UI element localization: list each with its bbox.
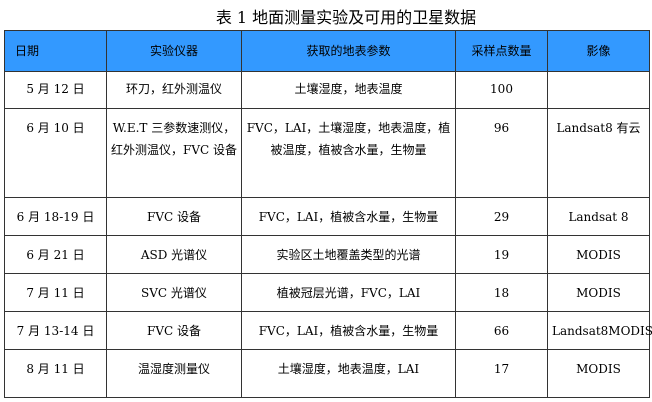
cell-imagery: [547, 71, 650, 109]
data-table: 日期 实验仪器 获取的地表参数 采样点数量 影像 5 月 12 日环刀，红外测温仪 土壤湿…: [4, 30, 652, 398]
cell-parameters: FVC，LAI，植被含水量，生物量: [241, 311, 456, 350]
header-parameters: 获取的地表参数: [241, 30, 456, 72]
cell-date: 6 月 21 日: [4, 235, 107, 274]
cell-parameters: 实验区土地覆盖类型的光谱: [241, 235, 456, 274]
cell-date: 6 月 10 日: [4, 108, 107, 198]
table-row: 8 月 11 日温湿度测量仪 土壤湿度，地表温度，LAI 17 MODIS: [4, 349, 650, 398]
cell-sample-count: 96: [455, 108, 548, 198]
cell-instrument: 环刀，红外测温仪: [106, 71, 242, 109]
table-row: 6 月 10 日 W.E.T 三参数速测仪，红外测温仪，FVC 设备 FVC，LAI…: [4, 108, 650, 198]
cell-parameters: FVC，LAI，土壤湿度，地表温度，植被温度，植被含水量，生物量: [241, 108, 456, 198]
header-date: 日期: [4, 30, 107, 72]
header-row: 日期 实验仪器 获取的地表参数 采样点数量 影像: [4, 30, 650, 72]
table-row: 6 月 21 日 ASD 光谱仪 实验区土地覆盖类型的光谱 19 MODIS: [4, 235, 650, 274]
cell-date: 7 月 11 日: [4, 273, 107, 312]
cell-date: 7 月 13-14 日: [4, 311, 107, 350]
table-row: 7 月 13-14 日 FVC 设备 FVC，LAI，植被含水量，生物量 66 Land…: [4, 311, 652, 350]
cell-date: 5 月 12 日: [4, 71, 107, 109]
cell-date: 8 月 11 日: [4, 349, 107, 398]
cell-imagery: Landsat8 有云: [547, 108, 650, 198]
header-instrument: 实验仪器: [106, 30, 242, 72]
cell-instrument: W.E.T 三参数速测仪，红外测温仪，FVC 设备: [106, 108, 242, 198]
cell-imagery: MODIS: [547, 273, 650, 312]
cell-imagery: Landsat 8: [547, 197, 650, 236]
header-sample-count: 采样点数量: [455, 30, 548, 72]
cell-sample-count: 18: [455, 273, 548, 312]
cell-instrument: FVC 设备: [106, 311, 242, 350]
cell-sample-count: 66: [455, 311, 548, 350]
cell-imagery: MODIS: [547, 235, 650, 274]
table-row: 5 月 12 日环刀，红外测温仪 土壤湿度，地表温度 100: [4, 71, 650, 109]
cell-sample-count: 29: [455, 197, 548, 236]
cell-date: 6 月 18-19 日: [4, 197, 107, 236]
cell-instrument: SVC 光谱仪: [106, 273, 242, 312]
cell-instrument: FVC 设备: [106, 197, 242, 236]
table-row: 7 月 11 日 SVC 光谱仪 植被冠层光谱，FVC，LAI 18 MODIS: [4, 273, 650, 312]
cell-sample-count: 19: [455, 235, 548, 274]
table-row: 6 月 18-19 日 FVC 设备 FVC，LAI，植被含水量，生物量 29 Land…: [4, 197, 650, 236]
cell-imagery: Landsat8MODIS: [547, 311, 652, 350]
cell-parameters: 植被冠层光谱，FVC，LAI: [241, 273, 456, 312]
header-imagery: 影像: [547, 30, 650, 72]
cell-parameters: 土壤湿度，地表温度: [241, 71, 456, 109]
cell-parameters: FVC，LAI，植被含水量，生物量: [241, 197, 456, 236]
cell-parameters: 土壤湿度，地表温度，LAI: [241, 349, 456, 398]
cell-instrument: ASD 光谱仪: [106, 235, 242, 274]
cell-imagery: MODIS: [547, 349, 650, 398]
cell-sample-count: 100: [455, 71, 548, 109]
table-caption: 表 1 地面测量实验及可用的卫星数据: [215, 8, 477, 27]
cell-instrument: 温湿度测量仪: [106, 349, 242, 398]
cell-sample-count: 17: [455, 349, 548, 398]
